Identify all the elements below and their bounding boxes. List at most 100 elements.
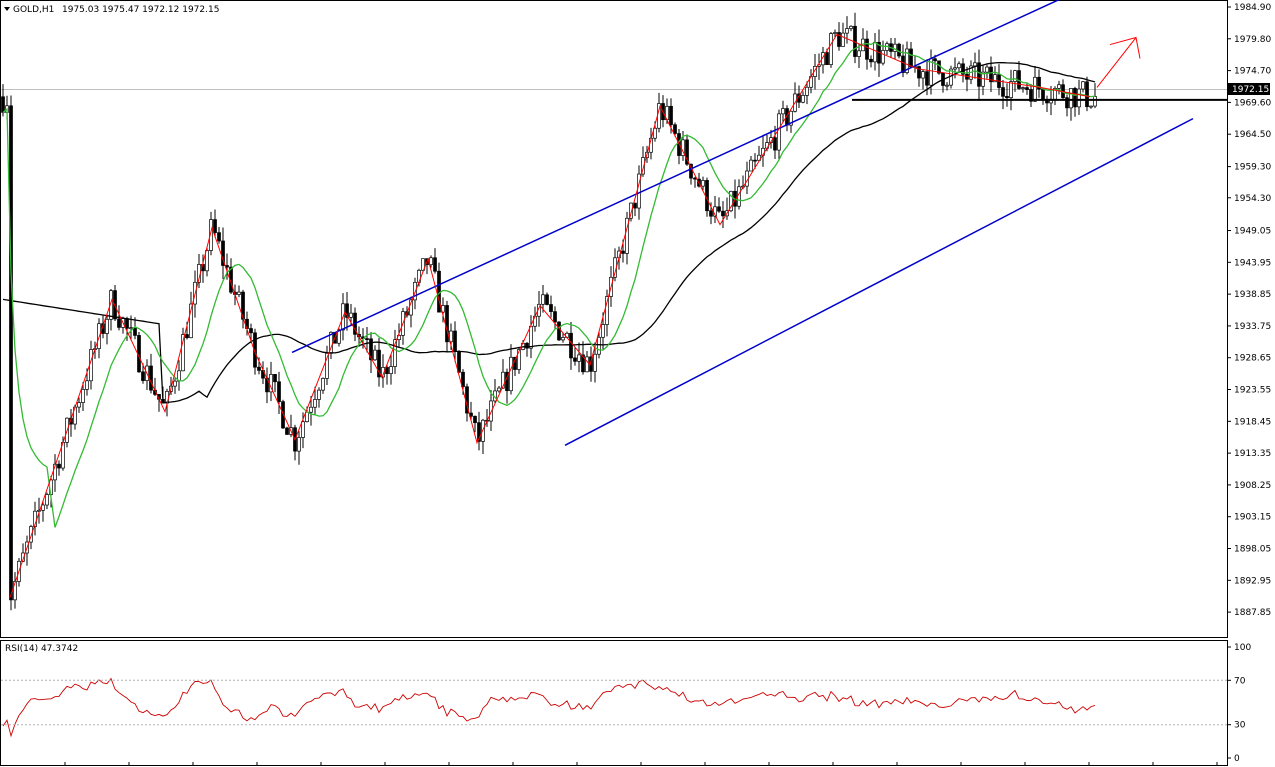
candle-body (525, 342, 529, 349)
candle-body (149, 365, 153, 391)
candle-body (205, 250, 209, 272)
candle-body (313, 399, 317, 408)
candle-body (489, 400, 493, 422)
price-tick-label: 1903.15 (1234, 513, 1271, 523)
price-tick-label: 1974.70 (1234, 67, 1271, 77)
candle-body (529, 325, 533, 349)
candle-body (789, 110, 793, 126)
candle-body (561, 337, 565, 341)
price-tick-label: 1908.25 (1234, 481, 1271, 491)
candle-body (921, 71, 925, 79)
rsi-tick-label: 100 (1234, 643, 1251, 653)
candle-body (897, 43, 901, 57)
candle-body (837, 32, 841, 47)
candle-body (321, 378, 325, 391)
candle-body (77, 402, 81, 408)
candle-body (869, 58, 873, 63)
candle-body (553, 311, 557, 323)
candle-body (597, 336, 601, 355)
candle-body (669, 105, 673, 126)
price-tick-label: 1943.95 (1234, 258, 1271, 268)
candle-body (973, 62, 977, 67)
collapse-triangle-icon[interactable] (4, 7, 10, 11)
candle-body (189, 303, 193, 339)
candle-body (873, 41, 877, 63)
zigzag-line (9, 33, 1141, 598)
ma-slow-line (2, 61, 1096, 404)
candle-body (1013, 70, 1017, 82)
candle-body (673, 124, 677, 134)
candle-body (345, 303, 349, 318)
candle-body (285, 427, 289, 435)
candle-body (945, 84, 949, 87)
candle-body (777, 113, 781, 151)
candle-body (625, 217, 629, 254)
candle-body (9, 105, 13, 601)
candle-body (141, 371, 145, 381)
candle-body (581, 354, 585, 373)
candle-body (917, 66, 921, 79)
projection-arrow-head (1109, 36, 1141, 59)
candle-body (601, 324, 605, 338)
candle-body (85, 380, 89, 390)
candle-body (953, 67, 957, 70)
rsi-tick-label: 70 (1234, 676, 1246, 686)
candle-body (857, 50, 861, 57)
candle-body (1081, 81, 1085, 90)
candle-body (545, 294, 549, 305)
candle-body (457, 351, 461, 373)
candle-body (373, 349, 377, 361)
candle-body (389, 366, 393, 374)
candle-body (365, 338, 369, 340)
price-tick-label: 1959.30 (1234, 163, 1271, 173)
candle-body (501, 371, 505, 389)
candle-body (841, 32, 845, 47)
candle-body (53, 463, 57, 481)
candle-body (253, 332, 257, 368)
candle-body (317, 389, 321, 400)
candle-body (773, 137, 777, 151)
candle-body (241, 291, 245, 320)
price-tick-label: 1969.60 (1234, 98, 1271, 108)
candle-body (585, 356, 589, 373)
candle-body (805, 86, 809, 96)
candle-body (453, 330, 457, 352)
candle-body (217, 232, 221, 242)
ma-slow-series (2, 61, 1096, 404)
candle-body (705, 180, 709, 212)
candle-body (577, 354, 581, 362)
candle-body (993, 74, 997, 83)
candle-body (737, 186, 741, 207)
candle-body (349, 312, 353, 318)
candle-body (377, 349, 381, 378)
price-tick-label: 1892.95 (1234, 576, 1271, 586)
candle-body (653, 127, 657, 139)
current-price-badge-text: 1972.15 (1232, 85, 1269, 95)
candle-body (133, 327, 137, 336)
current-price-badge (1228, 83, 1270, 95)
candle-body (933, 58, 937, 62)
candle-body (1029, 89, 1033, 102)
candle-body (813, 66, 817, 77)
candle-body (1069, 88, 1073, 109)
price-tick-label: 1898.05 (1234, 545, 1271, 555)
candle-body (297, 437, 301, 452)
candle-body (477, 422, 481, 442)
candle-body (473, 415, 477, 424)
candle-body (865, 38, 869, 60)
candle-body (1089, 105, 1093, 108)
candle-body (1033, 76, 1037, 102)
candle-body (305, 411, 309, 423)
rsi-series (2, 677, 1096, 738)
candle-body (45, 494, 49, 506)
rsi-line (2, 677, 1096, 738)
candle-body (109, 290, 113, 320)
candle-body (81, 389, 85, 403)
candle-body (117, 318, 121, 328)
candle-body (1041, 88, 1045, 100)
candle-body (961, 63, 965, 75)
candle-body (221, 240, 225, 266)
price-tick-label: 1928.65 (1234, 354, 1271, 364)
candle-body (237, 291, 241, 295)
